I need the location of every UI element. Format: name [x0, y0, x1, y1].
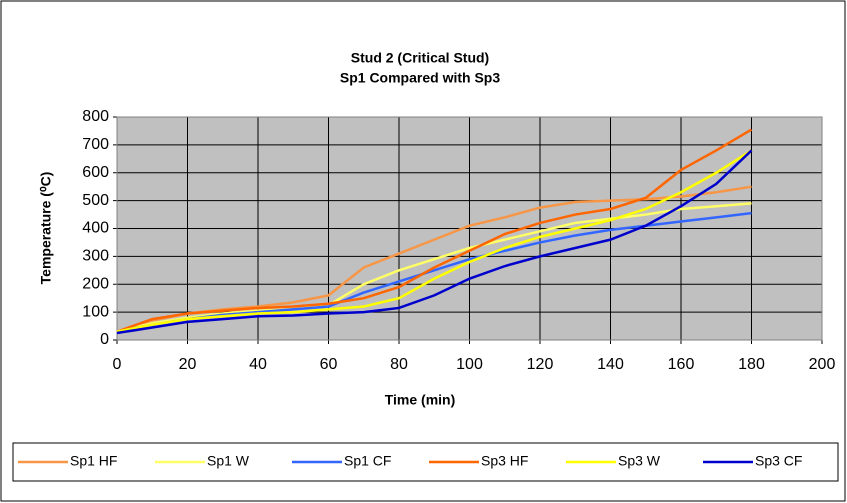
legend-label: Sp3 W — [618, 453, 661, 469]
legend — [12, 442, 839, 482]
y-tick-label: 0 — [100, 331, 109, 348]
x-tick-label: 80 — [390, 356, 408, 373]
x-tick-label: 20 — [179, 356, 197, 373]
series-line — [116, 202, 752, 333]
x-tick-label: 160 — [668, 356, 695, 373]
y-tick-label: 700 — [82, 136, 109, 153]
legend-label: Sp3 HF — [481, 453, 528, 469]
series-line — [116, 128, 753, 333]
series-line — [116, 149, 753, 333]
x-tick-label: 120 — [527, 356, 554, 373]
series-line — [116, 185, 752, 333]
y-tick-label: 600 — [82, 164, 109, 181]
x-tick-label: 180 — [738, 356, 765, 373]
x-tick-label: 0 — [113, 356, 122, 373]
y-tick-label: 200 — [82, 275, 109, 292]
legend-label: Sp1 CF — [344, 453, 391, 469]
x-tick-label: 40 — [249, 356, 267, 373]
y-tick-label: 300 — [82, 248, 109, 265]
x-tick-label: 200 — [809, 356, 836, 373]
legend-label: Sp1 W — [207, 453, 250, 469]
y-axis-label: Temperature (⁰C) — [38, 172, 54, 285]
chart-title: Stud 2 (Critical Stud) — [351, 50, 489, 66]
y-tick-label: 100 — [82, 303, 109, 320]
y-tick-label: 800 — [82, 108, 109, 125]
x-tick-label: 100 — [456, 356, 483, 373]
plot-border — [116, 116, 823, 341]
x-tick-label: 140 — [597, 356, 624, 373]
legend-label: Sp3 CF — [755, 453, 802, 469]
y-tick-label: 400 — [82, 220, 109, 237]
x-tick-label: 60 — [320, 356, 338, 373]
legend-label: Sp1 HF — [70, 453, 117, 469]
y-tick-label: 500 — [82, 192, 109, 209]
series-line — [116, 149, 753, 335]
x-axis-label: Time (min) — [385, 392, 456, 408]
chart-subtitle: Sp1 Compared with Sp3 — [340, 70, 500, 86]
